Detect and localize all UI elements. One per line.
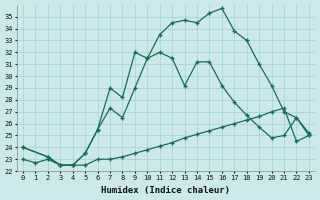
- X-axis label: Humidex (Indice chaleur): Humidex (Indice chaleur): [101, 186, 230, 195]
